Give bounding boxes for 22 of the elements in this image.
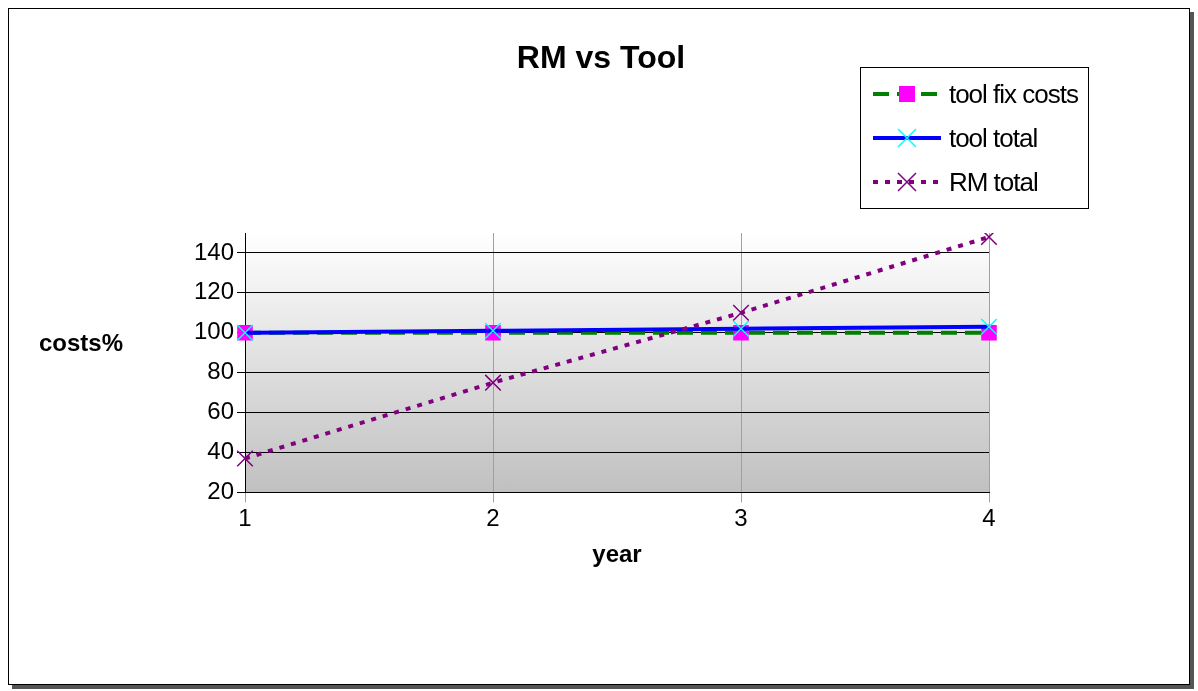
point [236, 449, 254, 468]
legend-label: tool total [948, 122, 1038, 154]
y-tick-label: 80 [207, 357, 234, 385]
x-tick-label: 4 [982, 504, 996, 532]
y-axis-title: costs% [39, 329, 124, 357]
chart-title: RM vs Tool [516, 38, 686, 75]
x-tick-label: 3 [734, 504, 748, 532]
point [484, 374, 502, 392]
x-tick-label: 2 [486, 504, 500, 532]
point [732, 304, 750, 322]
y-tick-label: 120 [193, 277, 234, 305]
y-tick-label: 20 [207, 477, 234, 505]
y-tick-label: 60 [207, 397, 234, 425]
point [732, 320, 750, 338]
legend-label: RM total [948, 166, 1038, 198]
y-tick-label: 40 [207, 437, 234, 465]
y-tick-label: 140 [193, 237, 234, 265]
x-axis-title: year [592, 540, 642, 568]
x-tick-label: 1 [238, 504, 252, 532]
point [980, 318, 998, 336]
legend-label: tool fix costs [948, 78, 1078, 110]
y-tick-label: 100 [193, 317, 234, 345]
